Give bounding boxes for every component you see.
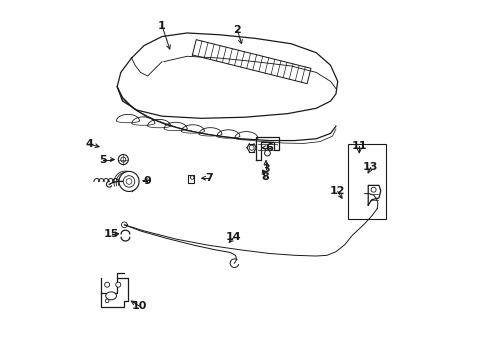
Text: 13: 13: [362, 162, 378, 172]
Circle shape: [118, 154, 128, 165]
Bar: [187, 175, 194, 183]
Text: 5: 5: [99, 154, 106, 165]
Text: 8: 8: [261, 172, 268, 182]
Circle shape: [119, 171, 139, 192]
Text: 3: 3: [262, 164, 269, 174]
Circle shape: [370, 187, 375, 192]
Circle shape: [123, 176, 135, 187]
Text: 2: 2: [233, 25, 241, 35]
Text: 7: 7: [204, 173, 212, 183]
Bar: [348, 144, 386, 220]
Text: 15: 15: [104, 229, 119, 239]
Circle shape: [264, 150, 270, 156]
Circle shape: [104, 282, 109, 287]
Text: 9: 9: [142, 176, 151, 186]
Circle shape: [126, 179, 132, 184]
Text: 4: 4: [85, 139, 93, 149]
Text: 11: 11: [351, 141, 366, 151]
Text: 1: 1: [158, 21, 165, 31]
Circle shape: [116, 282, 121, 287]
Text: 12: 12: [329, 186, 345, 197]
Circle shape: [190, 176, 194, 179]
Text: 14: 14: [225, 232, 241, 242]
Circle shape: [249, 145, 254, 150]
Circle shape: [105, 299, 109, 303]
Ellipse shape: [105, 292, 116, 300]
Text: 6: 6: [265, 143, 273, 153]
Text: 10: 10: [132, 301, 147, 311]
Circle shape: [121, 157, 125, 162]
